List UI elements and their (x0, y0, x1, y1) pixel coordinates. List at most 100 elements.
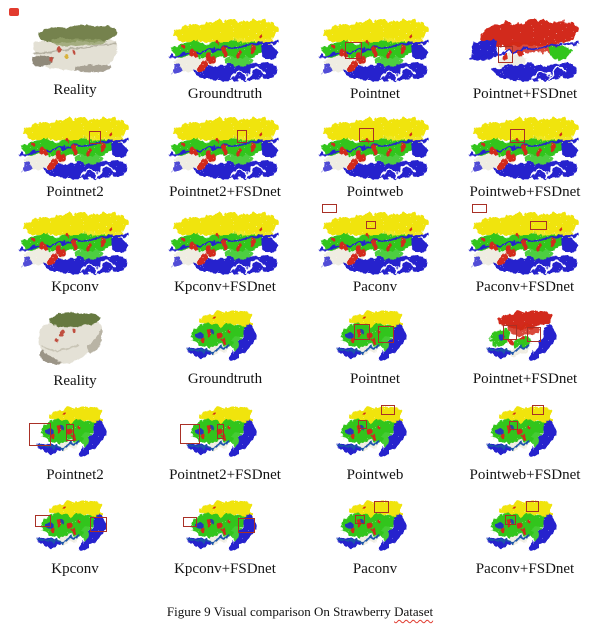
cell-pointweb-fsdnet-scene2: Pointweb+FSDnet (469, 404, 581, 484)
pointcloud-image (178, 404, 272, 464)
annotation-rect (531, 405, 544, 416)
annotation-rect (65, 423, 75, 441)
cell-kpconv-scene2: Kpconv (28, 498, 122, 578)
cell-pointnet-scene1: Pointnet (317, 15, 433, 103)
cell-pointnet-scene2: Pointnet (328, 308, 422, 388)
pointcloud-image (317, 203, 433, 276)
cell-label: Pointnet+FSDnet (472, 86, 578, 102)
annotation-rect (236, 130, 248, 143)
cell-reality-scene1: Reality (27, 15, 123, 99)
grid-row-4: Reality Groundtruth Pointnet Pointnet+FS… (0, 308, 600, 404)
comparison-grid: Reality Groundtruth Pointnet Pointnet+FS… (0, 0, 600, 582)
cell-pointnet2-scene2: Pointnet2 (28, 404, 122, 484)
cell-reality-scene2: Reality (30, 308, 120, 390)
cell-label: Pointweb (346, 467, 404, 483)
cell-label: Paconv+FSDnet (475, 561, 575, 577)
pointcloud-image (28, 498, 122, 558)
cell-kpconv-scene1: Kpconv (17, 208, 133, 296)
pointcloud-rendering (17, 113, 133, 181)
pointcloud-rendering (467, 113, 583, 181)
cell-label: Paconv (352, 561, 398, 577)
pointcloud-image (167, 15, 283, 83)
pointcloud-image (17, 208, 133, 276)
pointcloud-rendering (478, 308, 572, 368)
pointcloud-rendering (167, 15, 283, 83)
pointcloud-rendering (467, 15, 583, 83)
cell-label: Pointnet2+FSDnet (169, 184, 281, 200)
figure-caption: Figure 9 Visual comparison On Strawberry… (0, 604, 600, 620)
pointcloud-rendering (28, 498, 122, 558)
pointcloud-rendering (317, 208, 433, 276)
grid-row-2: Pointnet2 Pointnet2+FSDnet Pointweb Poin… (0, 113, 600, 208)
cell-label: Pointnet2 (46, 467, 104, 483)
annotation-rect (28, 423, 52, 446)
annotation-rect (365, 220, 377, 230)
cell-paconv-scene1: Paconv (317, 203, 433, 296)
annotation-rect (374, 501, 390, 513)
pointcloud-image (467, 203, 583, 276)
pointcloud-image (328, 498, 422, 558)
pointcloud-rendering (478, 404, 572, 464)
figure-caption-spellcheck-word: Dataset (394, 604, 434, 619)
cell-pointnet2-fsdnet-scene2: Pointnet2+FSDnet (169, 404, 281, 484)
annotation-rect (471, 203, 487, 213)
cell-pointweb-scene2: Pointweb (328, 404, 422, 484)
cell-label: Kpconv+FSDnet (174, 279, 276, 295)
annotation-rect (380, 404, 395, 416)
pointcloud-image (328, 308, 422, 368)
cell-pointnet-fsdnet-scene1: Pointnet+FSDnet (467, 15, 583, 103)
pointcloud-image (317, 113, 433, 181)
pointcloud-image (317, 15, 433, 83)
annotation-rect (179, 424, 200, 445)
pointcloud-image (478, 498, 572, 558)
annotation-rect (503, 324, 518, 341)
pointcloud-image (167, 113, 283, 181)
annotation-rect (355, 514, 365, 525)
annotation-rect (321, 203, 337, 213)
annotation-rect (34, 515, 51, 528)
figure-caption-text: Figure 9 Visual comparison On Strawberry (166, 604, 395, 619)
cell-pointnet2-scene1: Pointnet2 (17, 113, 133, 201)
cell-label: Pointweb+FSDnet (469, 184, 581, 200)
grid-row-6: Kpconv Kpconv+FSDnet Paconv Paconv+FSDne… (0, 498, 600, 582)
pointcloud-rendering (30, 308, 120, 370)
pointcloud-rendering (317, 113, 433, 181)
pointcloud-image (178, 308, 272, 368)
pointcloud-image (328, 404, 422, 464)
photo-image (30, 308, 120, 370)
stray-red-mark (9, 8, 19, 16)
cell-label: Groundtruth (187, 371, 263, 387)
pointcloud-rendering (178, 308, 272, 368)
annotation-rect (509, 420, 519, 431)
annotation-rect (525, 501, 540, 512)
cell-pointweb-fsdnet-scene1: Pointweb+FSDnet (467, 113, 583, 201)
cell-label: Kpconv (51, 561, 99, 577)
cell-label: Pointweb+FSDnet (469, 467, 581, 483)
cell-label: Pointnet2+FSDnet (169, 467, 281, 483)
annotation-rect (354, 324, 371, 341)
cell-label: Paconv (352, 279, 398, 295)
cell-paconv-fsdnet-scene2: Paconv+FSDnet (476, 498, 574, 578)
pointcloud-rendering (167, 208, 283, 276)
grid-row-5: Pointnet2 Pointnet2+FSDnet Pointweb Poin… (0, 404, 600, 498)
cell-label: Paconv+FSDnet (475, 279, 575, 295)
pointcloud-rendering (17, 208, 133, 276)
pointcloud-rendering (317, 15, 433, 83)
annotation-rect (344, 42, 363, 59)
pointcloud-image (167, 208, 283, 276)
pointcloud-image (467, 113, 583, 181)
pointcloud-image (478, 404, 572, 464)
pointcloud-rendering (467, 208, 583, 276)
annotation-rect (182, 516, 197, 528)
cell-label: Pointnet2 (46, 184, 104, 200)
grid-row-1: Reality Groundtruth Pointnet Pointnet+FS… (0, 15, 600, 113)
annotation-rect (377, 326, 394, 343)
cell-label: Reality (53, 82, 97, 98)
cell-pointnet-fsdnet-scene2: Pointnet+FSDnet (473, 308, 577, 388)
grid-row-3: Kpconv Kpconv+FSDnet Paconv Paconv+FSDne… (0, 203, 600, 308)
annotation-rect (498, 46, 514, 63)
cell-paconv-fsdnet-scene1: Paconv+FSDnet (467, 203, 583, 296)
pointcloud-image (28, 404, 122, 464)
annotation-rect (88, 130, 101, 145)
cell-label: Kpconv (51, 279, 99, 295)
